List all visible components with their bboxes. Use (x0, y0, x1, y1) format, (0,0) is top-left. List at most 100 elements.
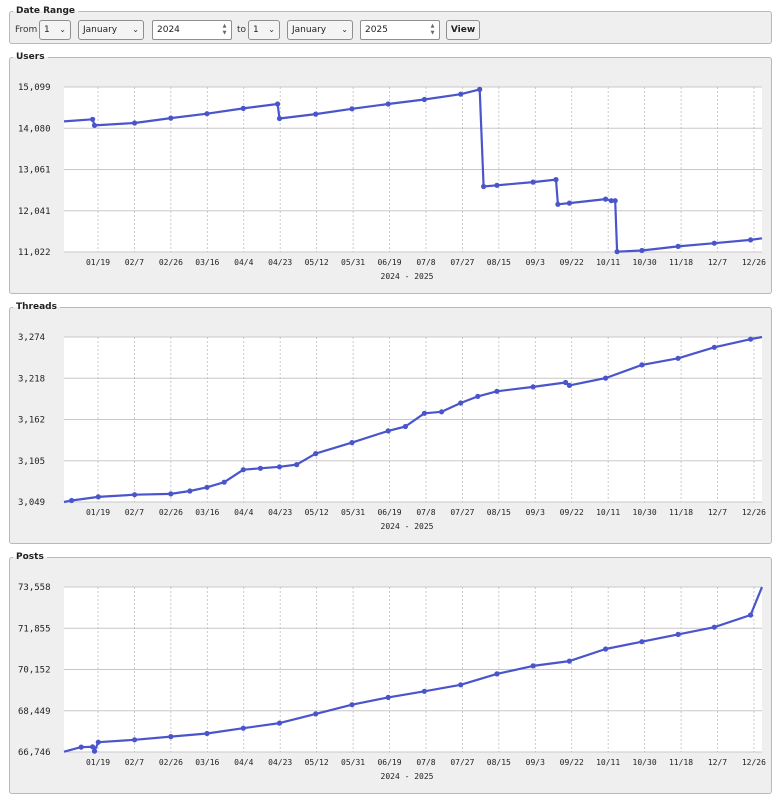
x-tick-label: 07/8 (416, 508, 435, 517)
x-tick-label: 12/26 (742, 258, 766, 267)
y-tick-label: 73,558 (18, 583, 51, 593)
data-point (553, 177, 559, 183)
x-tick-label: 09/22 (560, 258, 584, 267)
x-tick-label: 12/7 (708, 258, 727, 267)
data-point (240, 467, 246, 473)
data-point (566, 200, 573, 206)
data-point (748, 612, 754, 618)
data-point (612, 198, 618, 204)
data-point (566, 382, 573, 388)
x-tick-label: 05/31 (341, 508, 365, 517)
chevron-down-icon: ⌄ (341, 25, 348, 34)
from-month-select[interactable]: January ⌄ (78, 20, 144, 40)
series-line (63, 335, 763, 504)
from-label: From (15, 25, 38, 35)
data-point (275, 101, 281, 107)
threads-title: Threads (16, 302, 57, 312)
posts-title: Posts (16, 552, 44, 562)
x-tick-label: 07/8 (416, 758, 435, 767)
x-tick-label: 03/16 (195, 508, 219, 517)
x-tick-label: 04/4 (234, 758, 253, 767)
data-point (458, 400, 464, 406)
y-tick-label: 13,061 (18, 166, 51, 176)
threads-chart: 3,274 3,218 3,162 3,105 3,049 01/19 02/7 02/26 0… (18, 333, 766, 531)
to-day-select[interactable]: 1 ⌄ (248, 20, 280, 40)
data-point (132, 492, 138, 498)
from-year-input[interactable]: 2024 ▲ ▼ (152, 20, 232, 40)
x-tick-label: 12/7 (708, 508, 727, 517)
data-point (475, 393, 481, 399)
to-month-select[interactable]: January ⌄ (287, 20, 353, 40)
data-point (748, 336, 754, 342)
x-tick-label: 05/12 (305, 258, 329, 267)
data-point (385, 101, 391, 107)
x-tick-label: 10/30 (633, 508, 657, 517)
x-tick-label: 05/31 (341, 258, 365, 267)
series-line (63, 88, 763, 253)
data-point (458, 682, 464, 688)
data-point (603, 196, 609, 202)
data-point (276, 464, 283, 470)
x-tick-label: 02/26 (159, 258, 183, 267)
y-tick-label: 3,274 (18, 333, 45, 343)
data-point (530, 384, 536, 390)
data-point (530, 179, 536, 185)
x-tick-label: 03/16 (195, 758, 219, 767)
from-day-select[interactable]: 1 ⌄ (39, 20, 71, 40)
x-tick-label: 01/19 (86, 508, 110, 517)
spinner-icon[interactable]: ▲ ▼ (222, 23, 227, 36)
data-point (69, 497, 75, 504)
to-day-value: 1 (253, 25, 259, 35)
y-tick-label: 3,105 (18, 457, 45, 467)
x-tick-label: 10/30 (633, 758, 657, 767)
x-tick-label: 01/19 (86, 258, 110, 267)
to-year-input[interactable]: 2025 ▲ ▼ (360, 20, 440, 40)
data-point (711, 624, 717, 630)
x-tick-label: 02/26 (159, 758, 183, 767)
x-tick-label: 11/18 (669, 258, 693, 267)
y-tick-label: 71,855 (18, 624, 51, 634)
data-point (566, 658, 573, 664)
x-tick-label: 02/7 (125, 508, 144, 517)
x-tick-label: 06/19 (377, 758, 401, 767)
data-point (675, 355, 681, 361)
x-tick-label: 09/22 (560, 758, 584, 767)
x-tick-label: 06/19 (377, 508, 401, 517)
view-button[interactable]: View (446, 20, 480, 40)
x-tick-label: 06/19 (377, 258, 401, 267)
to-label: to (237, 25, 247, 35)
y-tick-label: 12,041 (18, 207, 51, 217)
x-tick-label: 09/3 (526, 258, 545, 267)
data-point (555, 201, 561, 207)
x-tick-label: 01/19 (86, 758, 110, 767)
data-point (276, 720, 283, 726)
data-point (748, 237, 754, 243)
data-point (221, 479, 227, 485)
y-tick-label: 3,049 (18, 498, 45, 508)
x-tick-label: 04/4 (234, 508, 253, 517)
data-point (421, 688, 427, 694)
data-point (439, 409, 445, 415)
y-tick-label: 15,099 (18, 83, 51, 93)
data-point (530, 663, 536, 669)
x-tick-label: 07/27 (450, 758, 474, 767)
data-point (313, 711, 319, 717)
x-tick-label: 07/27 (450, 258, 474, 267)
date-range-title: Date Range (16, 6, 76, 16)
data-point (563, 379, 569, 386)
data-point (711, 240, 717, 246)
data-point (494, 671, 500, 677)
data-point (168, 734, 174, 740)
x-tick-label: 08/15 (487, 758, 511, 767)
data-point (402, 423, 408, 430)
data-point (90, 116, 96, 122)
data-point (95, 494, 101, 500)
data-point (168, 491, 174, 497)
data-point (603, 375, 609, 381)
x-tick-label: 04/23 (268, 758, 292, 767)
posts-chart: 73,558 71,855 70,152 68,449 66,746 01/19 02/7 0… (18, 583, 766, 781)
y-tick-label: 3,162 (18, 416, 45, 426)
spinner-icon[interactable]: ▲ ▼ (430, 23, 435, 36)
x-tick-label: 07/8 (416, 258, 435, 267)
x-tick-label: 10/11 (596, 258, 620, 267)
